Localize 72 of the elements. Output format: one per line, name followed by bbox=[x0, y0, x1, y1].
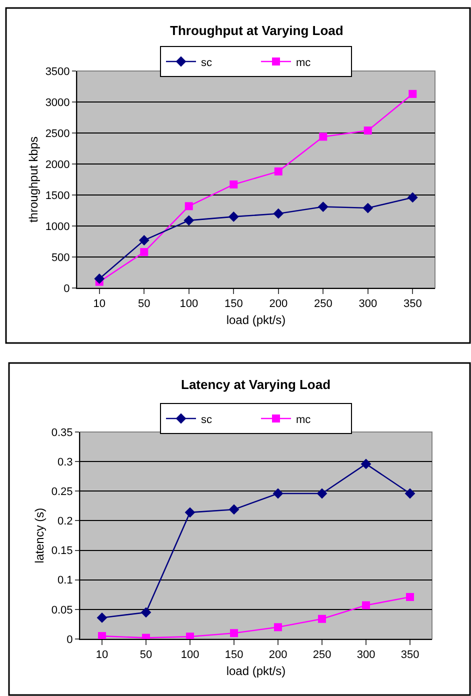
y-tick-label: 0.2 bbox=[58, 516, 73, 528]
x-tick-label: 350 bbox=[400, 649, 420, 662]
x-tick-label: 50 bbox=[138, 298, 150, 310]
point bbox=[228, 504, 240, 515]
point bbox=[138, 235, 150, 246]
y-tick-label: 0 bbox=[64, 282, 70, 295]
x-tick-label: 10 bbox=[93, 298, 106, 310]
legend-label: sc bbox=[201, 56, 212, 69]
point bbox=[274, 623, 282, 632]
point bbox=[184, 202, 193, 210]
y-tick-label: 1000 bbox=[45, 220, 70, 233]
legend-label: mc bbox=[296, 414, 312, 426]
y-tick-label: 3000 bbox=[45, 96, 70, 109]
y-tick-label: 3500 bbox=[45, 66, 70, 78]
x-tick-label: 150 bbox=[224, 649, 244, 662]
point bbox=[362, 601, 370, 610]
point bbox=[186, 632, 194, 639]
point bbox=[274, 167, 282, 176]
point bbox=[228, 212, 239, 222]
y-axis-title: throughput kbps bbox=[26, 136, 41, 223]
y-tick-label: 0.25 bbox=[51, 486, 73, 498]
x-tick-label: 200 bbox=[268, 649, 288, 662]
point bbox=[318, 614, 326, 623]
x-tick-label: 250 bbox=[314, 298, 332, 310]
y-tick-label: 0.15 bbox=[51, 545, 73, 558]
legend-label: mc bbox=[296, 56, 312, 69]
chart-title: Latency at Varying Load bbox=[181, 377, 331, 392]
y-tick-label: 2500 bbox=[45, 128, 70, 140]
point bbox=[407, 192, 418, 203]
point bbox=[184, 215, 194, 226]
point bbox=[140, 248, 148, 256]
legend-label: sc bbox=[201, 414, 212, 426]
x-tick-label: 50 bbox=[140, 649, 152, 662]
point bbox=[272, 488, 284, 499]
x-tick-label: 250 bbox=[312, 649, 332, 662]
point bbox=[140, 607, 152, 618]
x-tick-label: 300 bbox=[356, 649, 376, 662]
x-tick-label: 200 bbox=[269, 298, 288, 310]
x-tick-label: 100 bbox=[180, 649, 200, 662]
y-tick-label: 0.05 bbox=[51, 604, 73, 616]
x-tick-label: 300 bbox=[358, 298, 378, 310]
x-axis-title: load (pkt/s) bbox=[226, 664, 286, 678]
y-tick-label: 0 bbox=[66, 634, 73, 646]
x-tick-label: 100 bbox=[180, 298, 198, 310]
y-tick-label: 0.1 bbox=[58, 574, 73, 587]
point bbox=[408, 90, 417, 98]
point bbox=[318, 202, 328, 212]
x-tick-label: 350 bbox=[403, 298, 422, 310]
point bbox=[230, 180, 238, 188]
point bbox=[96, 612, 108, 623]
y-tick-label: 2000 bbox=[45, 158, 70, 171]
y-axis-title: latency (s) bbox=[32, 508, 47, 564]
point bbox=[98, 632, 106, 639]
point bbox=[273, 208, 284, 219]
point bbox=[360, 458, 372, 470]
point bbox=[404, 488, 416, 499]
point bbox=[362, 202, 374, 214]
point bbox=[406, 593, 414, 602]
x-tick-label: 10 bbox=[96, 649, 108, 662]
point bbox=[364, 126, 372, 135]
y-tick-label: 500 bbox=[51, 252, 70, 264]
x-tick-label: 150 bbox=[224, 298, 243, 310]
chart-title: Throughput at Varying Load bbox=[170, 23, 344, 38]
point bbox=[230, 629, 238, 638]
y-tick-label: 0.35 bbox=[51, 426, 73, 439]
y-tick-label: 1500 bbox=[45, 190, 70, 202]
point bbox=[319, 132, 328, 141]
x-axis-title: load (pkt/s) bbox=[226, 313, 286, 328]
point bbox=[94, 274, 105, 284]
y-tick-label: 0.3 bbox=[58, 456, 73, 468]
point bbox=[316, 488, 328, 499]
point bbox=[184, 507, 196, 518]
